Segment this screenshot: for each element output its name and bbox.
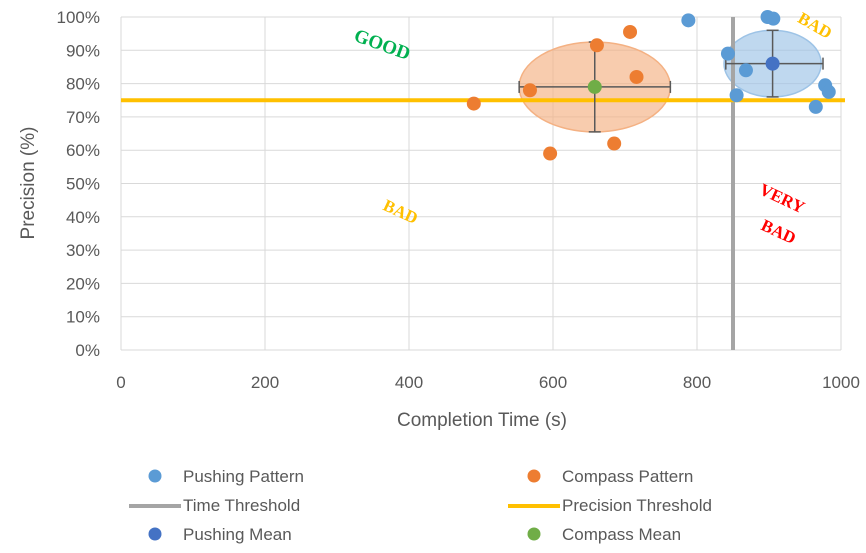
legend-swatch-compass-mean	[527, 527, 541, 541]
compass-pattern-point	[629, 69, 644, 84]
compass-pattern-point	[589, 38, 604, 53]
x-tick-label: 200	[251, 373, 279, 392]
y-axis-ticks: 0% 10% 20% 30% 40% 50% 60% 70% 80% 90% 100%	[57, 8, 100, 360]
y-tick-label: 10%	[66, 308, 100, 327]
legend-label-pushing-mean: Pushing Mean	[183, 525, 292, 544]
y-tick-label: 60%	[66, 141, 100, 160]
x-axis-title: Completion Time (s)	[397, 410, 567, 431]
pushing-pattern-point	[738, 63, 753, 78]
annotation-very: VERY	[757, 180, 808, 217]
pushing-pattern-point	[821, 84, 836, 99]
y-tick-label: 70%	[66, 108, 100, 127]
pushing-pattern-point	[720, 46, 735, 61]
y-tick-label: 100%	[57, 8, 100, 27]
compass-pattern-point	[522, 83, 537, 98]
x-tick-label: 1000	[822, 373, 860, 392]
annotation-bad: BAD	[758, 216, 799, 248]
compass-mean-point	[587, 79, 602, 94]
data-points	[466, 10, 836, 161]
y-tick-label: 80%	[66, 75, 100, 94]
legend-label-compass-mean: Compass Mean	[562, 525, 681, 544]
legend-label-precision-threshold: Precision Threshold	[562, 496, 712, 515]
compass-pattern-point	[543, 146, 558, 161]
legend: Pushing Pattern Compass Pattern Time Thres…	[129, 467, 712, 544]
legend-swatch-pushing-mean	[148, 527, 162, 541]
annotation-bad: BAD	[380, 196, 421, 228]
x-tick-label: 400	[395, 373, 423, 392]
y-tick-label: 50%	[66, 175, 100, 194]
legend-label-time-threshold: Time Threshold	[183, 496, 300, 515]
pushing-mean-point	[765, 56, 780, 71]
y-tick-label: 20%	[66, 274, 100, 293]
x-axis-ticks: 0 200 400 600 800 1000	[116, 373, 860, 392]
compass-pattern-point	[607, 136, 622, 151]
legend-swatch-pushing-pattern	[148, 469, 162, 483]
y-tick-label: 0%	[75, 341, 100, 360]
x-tick-label: 0	[116, 373, 125, 392]
pushing-pattern-point	[766, 11, 781, 26]
legend-label-pushing-pattern: Pushing Pattern	[183, 467, 304, 486]
x-tick-label: 800	[683, 373, 711, 392]
threshold-lines	[121, 17, 845, 350]
compass-pattern-point	[623, 24, 638, 39]
x-tick-label: 600	[539, 373, 567, 392]
pushing-pattern-point	[808, 99, 823, 114]
y-tick-label: 90%	[66, 41, 100, 60]
y-tick-label: 40%	[66, 208, 100, 227]
y-tick-label: 30%	[66, 241, 100, 260]
annotation-good: GOOD	[351, 25, 413, 65]
pushing-pattern-point	[681, 13, 696, 28]
compass-pattern-point	[466, 96, 481, 111]
legend-swatch-compass-pattern	[527, 469, 541, 483]
y-axis-title: Precision (%)	[18, 127, 39, 240]
gridlines	[120, 16, 842, 351]
legend-label-compass-pattern: Compass Pattern	[562, 467, 693, 486]
pushing-pattern-point	[729, 88, 744, 103]
